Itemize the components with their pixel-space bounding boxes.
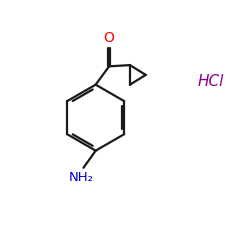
Text: O: O: [104, 31, 115, 45]
Text: NH₂: NH₂: [68, 171, 94, 184]
Text: HCl: HCl: [197, 74, 224, 88]
